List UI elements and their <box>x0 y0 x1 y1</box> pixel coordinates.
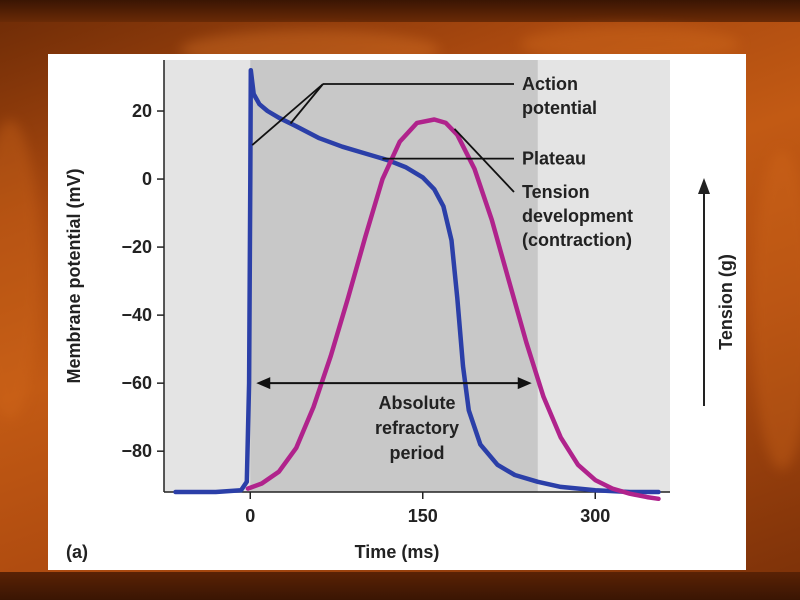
top-decorative-band <box>0 0 800 22</box>
y-tick-label: −40 <box>121 305 152 325</box>
bottom-decorative-band <box>0 572 800 600</box>
tension-label: (contraction) <box>522 230 632 250</box>
x-axis-title: Time (ms) <box>355 542 440 562</box>
refractory-region <box>250 60 538 492</box>
action-potential-leader <box>251 83 324 146</box>
refractory-arrow-left-head <box>256 377 271 390</box>
y-tick-label: 20 <box>132 101 152 121</box>
tension-axis-title: Tension (g) <box>716 254 736 350</box>
y-tick-label: −20 <box>121 237 152 257</box>
background-streak <box>0 120 40 420</box>
action-potential-leader <box>289 83 324 125</box>
panel-label: (a) <box>66 542 88 562</box>
x-tick-label: 0 <box>245 506 255 526</box>
background-streak <box>752 150 800 470</box>
y-axis-title: Membrane potential (mV) <box>64 168 84 383</box>
series-layer <box>173 67 661 502</box>
refractory-arrow-right-head <box>517 377 532 390</box>
tension-label: development <box>522 206 633 226</box>
action-potential-chart: 20 0 −20 −40 −60 −80 0 150 300 Time (ms) Membrane… <box>64 60 736 562</box>
annotation-layer <box>251 83 710 406</box>
y-tick-label: −80 <box>121 441 152 461</box>
refractory-label: refractory <box>375 418 459 438</box>
text-layer: Time (ms) Membrane potential (mV) Tension … <box>64 74 736 562</box>
action-potential-label: Action <box>522 74 578 94</box>
figure-panel: 20 0 −20 −40 −60 −80 0 150 300 Time (ms) Membrane… <box>48 54 746 570</box>
action-potential-label: potential <box>522 98 597 118</box>
axes-layer: 20 0 −20 −40 −60 −80 0 150 300 <box>121 60 670 526</box>
y-tick-label: −60 <box>121 373 152 393</box>
refractory-label: Absolute <box>378 393 455 413</box>
plateau-label: Plateau <box>522 149 586 169</box>
refractory-label: period <box>389 443 444 463</box>
tension-leader <box>453 128 515 193</box>
action-potential-line <box>173 67 661 495</box>
tension-label: Tension <box>522 182 590 202</box>
y-tick-label: 0 <box>142 169 152 189</box>
x-tick-label: 300 <box>580 506 610 526</box>
tension-line <box>245 117 661 502</box>
tension-arrow-head <box>698 178 710 194</box>
x-tick-label: 150 <box>408 506 438 526</box>
